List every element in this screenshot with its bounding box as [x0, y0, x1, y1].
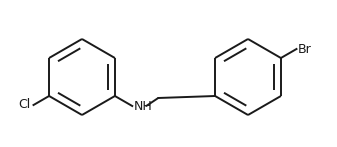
Text: Cl: Cl: [18, 98, 31, 112]
Text: NH: NH: [134, 100, 153, 112]
Text: Br: Br: [298, 42, 311, 56]
